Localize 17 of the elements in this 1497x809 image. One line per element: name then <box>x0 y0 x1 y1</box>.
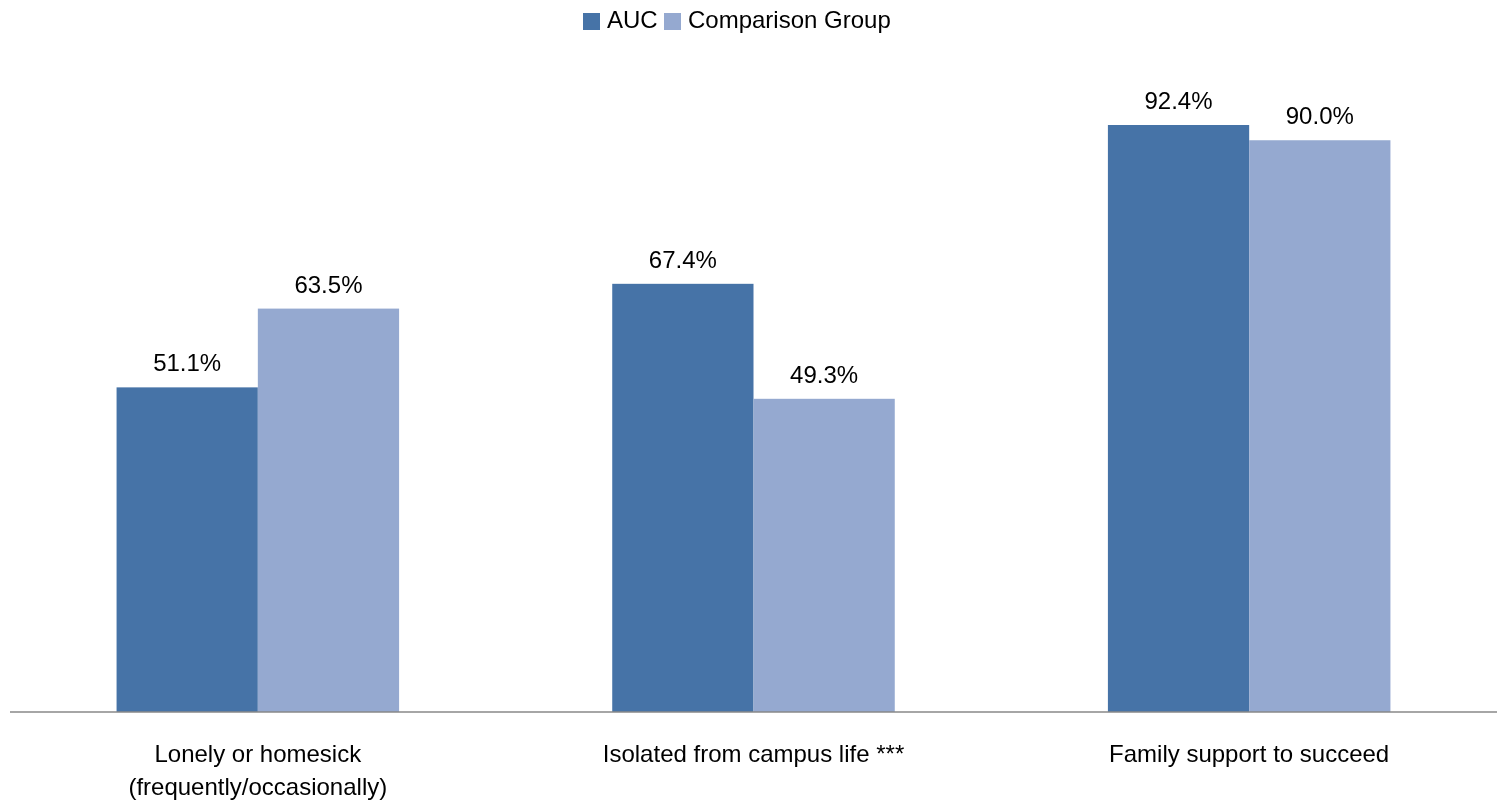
data-label: 90.0% <box>1285 102 1354 130</box>
x-tick-label: Lonely or homesick (frequently/occasionally) <box>128 740 388 800</box>
data-label: 49.3% <box>790 360 859 388</box>
data-label: 51.1% <box>153 349 222 377</box>
data-label: 92.4% <box>1144 87 1213 114</box>
data-label: 67.4% <box>648 245 717 273</box>
bar <box>257 308 400 712</box>
legend-label: AUC <box>607 6 658 34</box>
bar <box>612 283 754 712</box>
data-label: 63.5% <box>294 270 363 298</box>
bar <box>753 398 895 712</box>
legend-label: Comparison Group <box>688 6 891 34</box>
bar <box>1107 125 1250 712</box>
x-tick-label: Family support to succeed <box>1109 740 1390 767</box>
x-tick-label: Isolated from campus life *** <box>602 740 905 767</box>
bar <box>116 387 258 712</box>
bar <box>1249 140 1391 712</box>
